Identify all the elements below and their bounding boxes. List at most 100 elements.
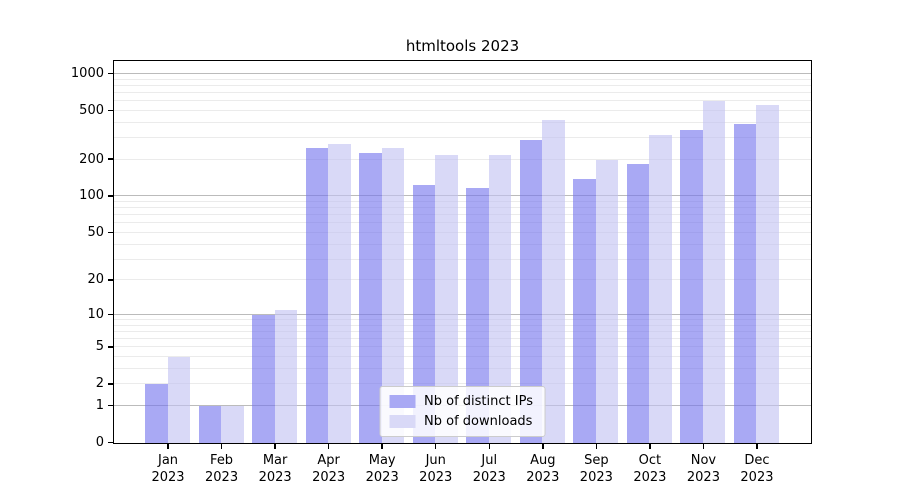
gridline-minor <box>114 91 811 93</box>
legend-swatch-distinct-ips-icon <box>389 395 416 408</box>
y-tick-label: 1 <box>95 397 104 413</box>
gridline-minor <box>114 84 811 86</box>
gridline-minor <box>114 100 811 102</box>
gridline-minor <box>114 356 811 358</box>
x-tick <box>274 444 276 449</box>
gridline-minor <box>114 201 811 202</box>
x-tick-label: Jun 2023 <box>419 453 453 485</box>
x-tick <box>542 444 544 449</box>
bar-downloads-aug <box>542 119 565 443</box>
bar-downloads-mar <box>274 310 298 443</box>
gridline-minor <box>114 243 811 245</box>
bar-ips-jan <box>145 384 168 443</box>
gridline-minor <box>114 279 811 281</box>
x-tick-label: Aug 2023 <box>526 453 560 485</box>
y-tick <box>108 72 113 75</box>
bar-ips-jul <box>466 187 489 443</box>
x-tick <box>702 444 705 449</box>
gridline-minor <box>114 231 811 233</box>
bar-downloads-may <box>381 148 405 443</box>
x-tick <box>381 444 383 449</box>
gridline-major <box>114 72 811 74</box>
legend-item-downloads: Nb of downloads <box>389 414 533 429</box>
x-tick <box>488 444 491 449</box>
x-tick-label: Dec 2023 <box>740 453 774 485</box>
x-tick-label: Oct 2023 <box>633 453 667 485</box>
gridline-minor <box>114 78 811 80</box>
gridline-minor <box>114 214 811 216</box>
gridline-major <box>114 195 811 197</box>
gridline-minor <box>114 383 811 385</box>
y-tick <box>108 404 113 407</box>
x-tick <box>756 444 758 449</box>
gridline-minor <box>114 367 811 369</box>
gridline-minor <box>114 158 811 160</box>
x-tick <box>434 444 437 449</box>
y-tick-label: 100 <box>79 188 104 204</box>
x-tick <box>595 444 598 449</box>
y-tick <box>108 313 113 316</box>
x-tick-label: Apr 2023 <box>312 453 346 485</box>
bar-downloads-sep <box>595 159 619 443</box>
x-tick-label: Sep 2023 <box>579 453 613 485</box>
bar-ips-mar <box>252 314 275 443</box>
gridline-minor <box>114 137 811 139</box>
y-tick <box>108 231 113 234</box>
gridline-minor <box>114 258 811 260</box>
y-tick <box>108 109 113 112</box>
y-tick-label: 200 <box>79 151 104 167</box>
chart-title: htmltools 2023 <box>405 37 520 55</box>
y-tick <box>108 383 113 385</box>
bar-downloads-apr <box>328 143 351 443</box>
bar-ips-dec <box>733 124 757 443</box>
x-tick <box>167 444 169 449</box>
y-tick <box>108 279 113 281</box>
bar-ips-sep <box>573 178 596 443</box>
x-tick-label: Jul 2023 <box>472 453 506 485</box>
x-tick-label: Nov 2023 <box>686 453 720 485</box>
y-tick-label: 50 <box>87 224 104 240</box>
gridline-minor <box>114 338 811 340</box>
legend-item-distinct-ips: Nb of distinct IPs <box>389 394 533 409</box>
y-tick <box>108 441 113 444</box>
y-tick <box>108 346 113 348</box>
y-tick-label: 5 <box>95 339 104 355</box>
bar-ips-may <box>359 153 382 443</box>
x-tick <box>649 444 651 449</box>
bar-ips-aug <box>519 139 543 443</box>
x-tick-label: Mar 2023 <box>258 453 292 485</box>
x-tick-label: Jan 2023 <box>151 453 185 485</box>
bar-downloads-feb <box>221 405 244 443</box>
bar-ips-apr <box>305 147 329 443</box>
x-tick <box>327 444 330 449</box>
bar-ips-jun <box>412 184 436 443</box>
y-tick <box>108 158 113 160</box>
bar-downloads-oct <box>649 134 672 443</box>
gridline-minor <box>114 109 811 111</box>
bar-downloads-jan <box>167 357 191 443</box>
gridline-minor <box>114 318 811 320</box>
y-tick-label: 0 <box>95 435 104 450</box>
y-tick-label: 2 <box>95 376 104 392</box>
plot-area: Nb of distinct IPs Nb of downloads <box>113 60 812 444</box>
x-tick <box>220 444 223 449</box>
legend-label-downloads: Nb of downloads <box>424 414 533 429</box>
bar-ips-feb <box>198 405 222 443</box>
gridline-minor <box>114 207 811 209</box>
legend-label-distinct-ips: Nb of distinct IPs <box>424 394 533 409</box>
legend: Nb of distinct IPs Nb of downloads <box>379 386 546 437</box>
bar-downloads-jun <box>435 154 458 443</box>
x-tick-label: May 2023 <box>365 453 399 485</box>
y-tick-label: 20 <box>87 272 104 288</box>
gridline-minor <box>114 121 811 123</box>
gridline-major <box>114 313 811 315</box>
gridline-minor <box>114 346 811 348</box>
y-tick-label: 500 <box>79 102 104 118</box>
gridline-minor <box>114 222 811 224</box>
bar-downloads-nov <box>702 101 726 443</box>
bar-downloads-dec <box>756 105 779 443</box>
bar-ips-nov <box>680 129 703 443</box>
y-tick <box>108 195 113 197</box>
bar-ips-oct <box>626 163 650 443</box>
